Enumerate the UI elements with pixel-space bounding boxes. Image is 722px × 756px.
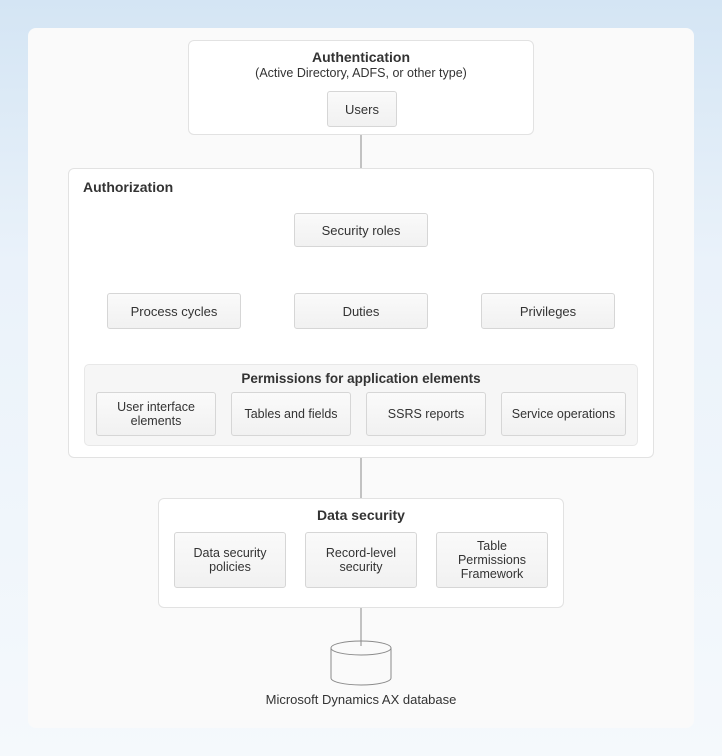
ui-elements-label: User interface elements <box>103 400 209 428</box>
service-ops-node: Service operations <box>501 392 626 436</box>
ssrs-node: SSRS reports <box>366 392 486 436</box>
ui-elements-node: User interface elements <box>96 392 216 436</box>
privileges-node: Privileges <box>481 293 615 329</box>
permissions-title: Permissions for application elements <box>85 371 637 387</box>
database-label: Microsoft Dynamics AX database <box>228 692 494 707</box>
authorization-title: Authorization <box>83 179 173 195</box>
tables-fields-node: Tables and fields <box>231 392 351 436</box>
security-roles-node: Security roles <box>294 213 428 247</box>
authentication-title: Authentication <box>189 49 533 66</box>
service-ops-label: Service operations <box>512 407 616 421</box>
process-cycles-label: Process cycles <box>131 304 218 319</box>
record-level-node: Record-level security <box>305 532 417 588</box>
tpf-label: Table Permissions Framework <box>443 539 541 581</box>
record-level-label: Record-level security <box>312 546 410 574</box>
users-node: Users <box>327 91 397 127</box>
data-security-policies-label: Data security policies <box>181 546 279 574</box>
authentication-subtitle: (Active Directory, ADFS, or other type) <box>189 66 533 80</box>
diagram-canvas: Authentication (Active Directory, ADFS, … <box>28 28 694 728</box>
tpf-node: Table Permissions Framework <box>436 532 548 588</box>
data-security-title: Data security <box>159 507 563 524</box>
privileges-label: Privileges <box>520 304 576 319</box>
data-security-policies-node: Data security policies <box>174 532 286 588</box>
users-label: Users <box>345 102 379 117</box>
ssrs-label: SSRS reports <box>388 407 464 421</box>
security-roles-label: Security roles <box>322 223 401 238</box>
process-cycles-node: Process cycles <box>107 293 241 329</box>
duties-node: Duties <box>294 293 428 329</box>
duties-label: Duties <box>343 304 380 319</box>
tables-fields-label: Tables and fields <box>244 407 337 421</box>
authentication-panel: Authentication (Active Directory, ADFS, … <box>188 40 534 135</box>
